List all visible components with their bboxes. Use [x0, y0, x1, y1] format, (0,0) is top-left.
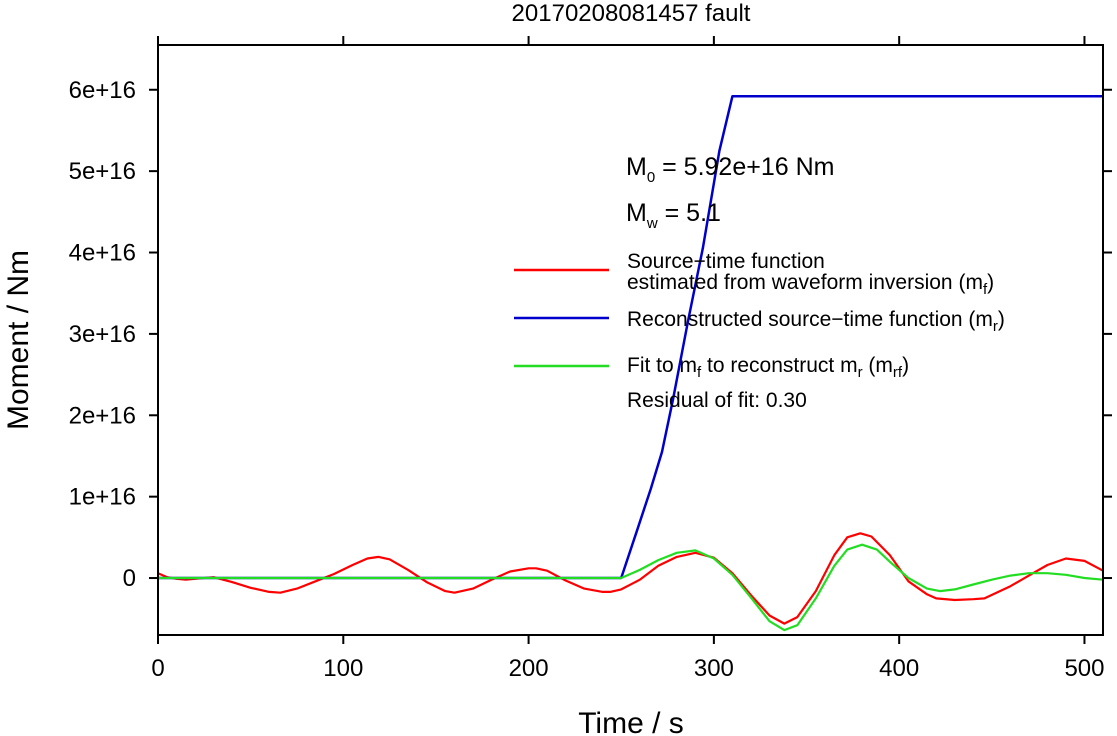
legend-label-fit-sub3: rf: [893, 364, 903, 381]
x-axis-title: Time / s: [578, 707, 684, 736]
legend-label-fit-sub1: f: [697, 364, 702, 381]
legend-label-reconstructed-sub: r: [993, 318, 998, 335]
svg-text:Reconstructed source−time func: Reconstructed source−time function (mr): [627, 308, 1005, 335]
x-tick-label: 500: [1064, 655, 1104, 682]
legend-label-fit: Fit to m: [627, 354, 697, 377]
y-tick-label: 1e+16: [69, 484, 136, 511]
y-tick-label: 4e+16: [69, 240, 136, 267]
svg-text:Mw = 5.1: Mw = 5.1: [626, 199, 721, 232]
moment-annotation: M0 = 5.92e+16 Nm: [626, 153, 834, 186]
legend-label-source-line2: estimated from waveform inversion (m: [627, 271, 983, 294]
plot-frame: [157, 44, 1104, 636]
m0-symbol: M: [626, 153, 647, 181]
m0-value: = 5.92e+16 Nm: [655, 153, 834, 181]
legend-label-reconstructed-tail: ): [998, 308, 1005, 331]
x-tick-label: 300: [694, 655, 734, 682]
y-tick-label: 2e+16: [69, 402, 136, 429]
y-tick-label: 0: [123, 565, 136, 592]
legend-label-reconstructed: Reconstructed source−time function (m: [627, 308, 993, 331]
y-axis-title: Moment / Nm: [2, 250, 35, 430]
y-tick-label: 3e+16: [69, 321, 136, 348]
legend-label-source-sub: f: [983, 281, 988, 298]
legend: Source−time function estimated from wave…: [514, 250, 1005, 412]
legend-label-fit-mid2: (m: [863, 354, 893, 377]
legend-label-source-line1: Source−time function: [627, 250, 825, 273]
svg-text:M0 = 5.92e+16 Nm: M0 = 5.92e+16 Nm: [626, 153, 834, 186]
x-tick-label: 400: [879, 655, 919, 682]
legend-label-source-tail: ): [987, 271, 994, 294]
series-line-reconstructed: [158, 95, 1103, 580]
series-line-fit: [158, 543, 1104, 632]
x-tick-label: 200: [509, 655, 549, 682]
magnitude-annotation: Mw = 5.1: [626, 199, 721, 232]
series-layer: [157, 95, 1104, 632]
m0-subscript: 0: [647, 169, 655, 186]
residual-label: Residual of fit: 0.30: [627, 389, 807, 412]
x-axis: 0 100 200 300 400 500: [151, 36, 1104, 682]
mw-subscript: w: [646, 215, 658, 232]
y-tick-label: 6e+16: [69, 77, 136, 104]
chart-title: 20170208081457 fault: [512, 0, 751, 27]
legend-label-fit-sub2: r: [858, 364, 863, 381]
y-tick-label: 5e+16: [69, 158, 136, 185]
x-tick-label: 0: [151, 655, 164, 682]
legend-label-fit-tail: ): [902, 354, 909, 377]
mw-symbol: M: [626, 199, 647, 227]
svg-text:estimated from waveform invers: estimated from waveform inversion (mf): [627, 271, 994, 298]
series-line-source-time: [157, 532, 1104, 625]
x-tick-label: 100: [323, 655, 363, 682]
mw-value: = 5.1: [658, 199, 721, 227]
y-axis: 0 1e+16 2e+16 3e+16 4e+16 5e+16 6e+16: [69, 77, 1112, 592]
legend-label-fit-mid: to reconstruct m: [701, 354, 857, 377]
svg-text:Fit to mf to reconstruct mr (m: Fit to mf to reconstruct mr (mrf): [627, 354, 909, 381]
